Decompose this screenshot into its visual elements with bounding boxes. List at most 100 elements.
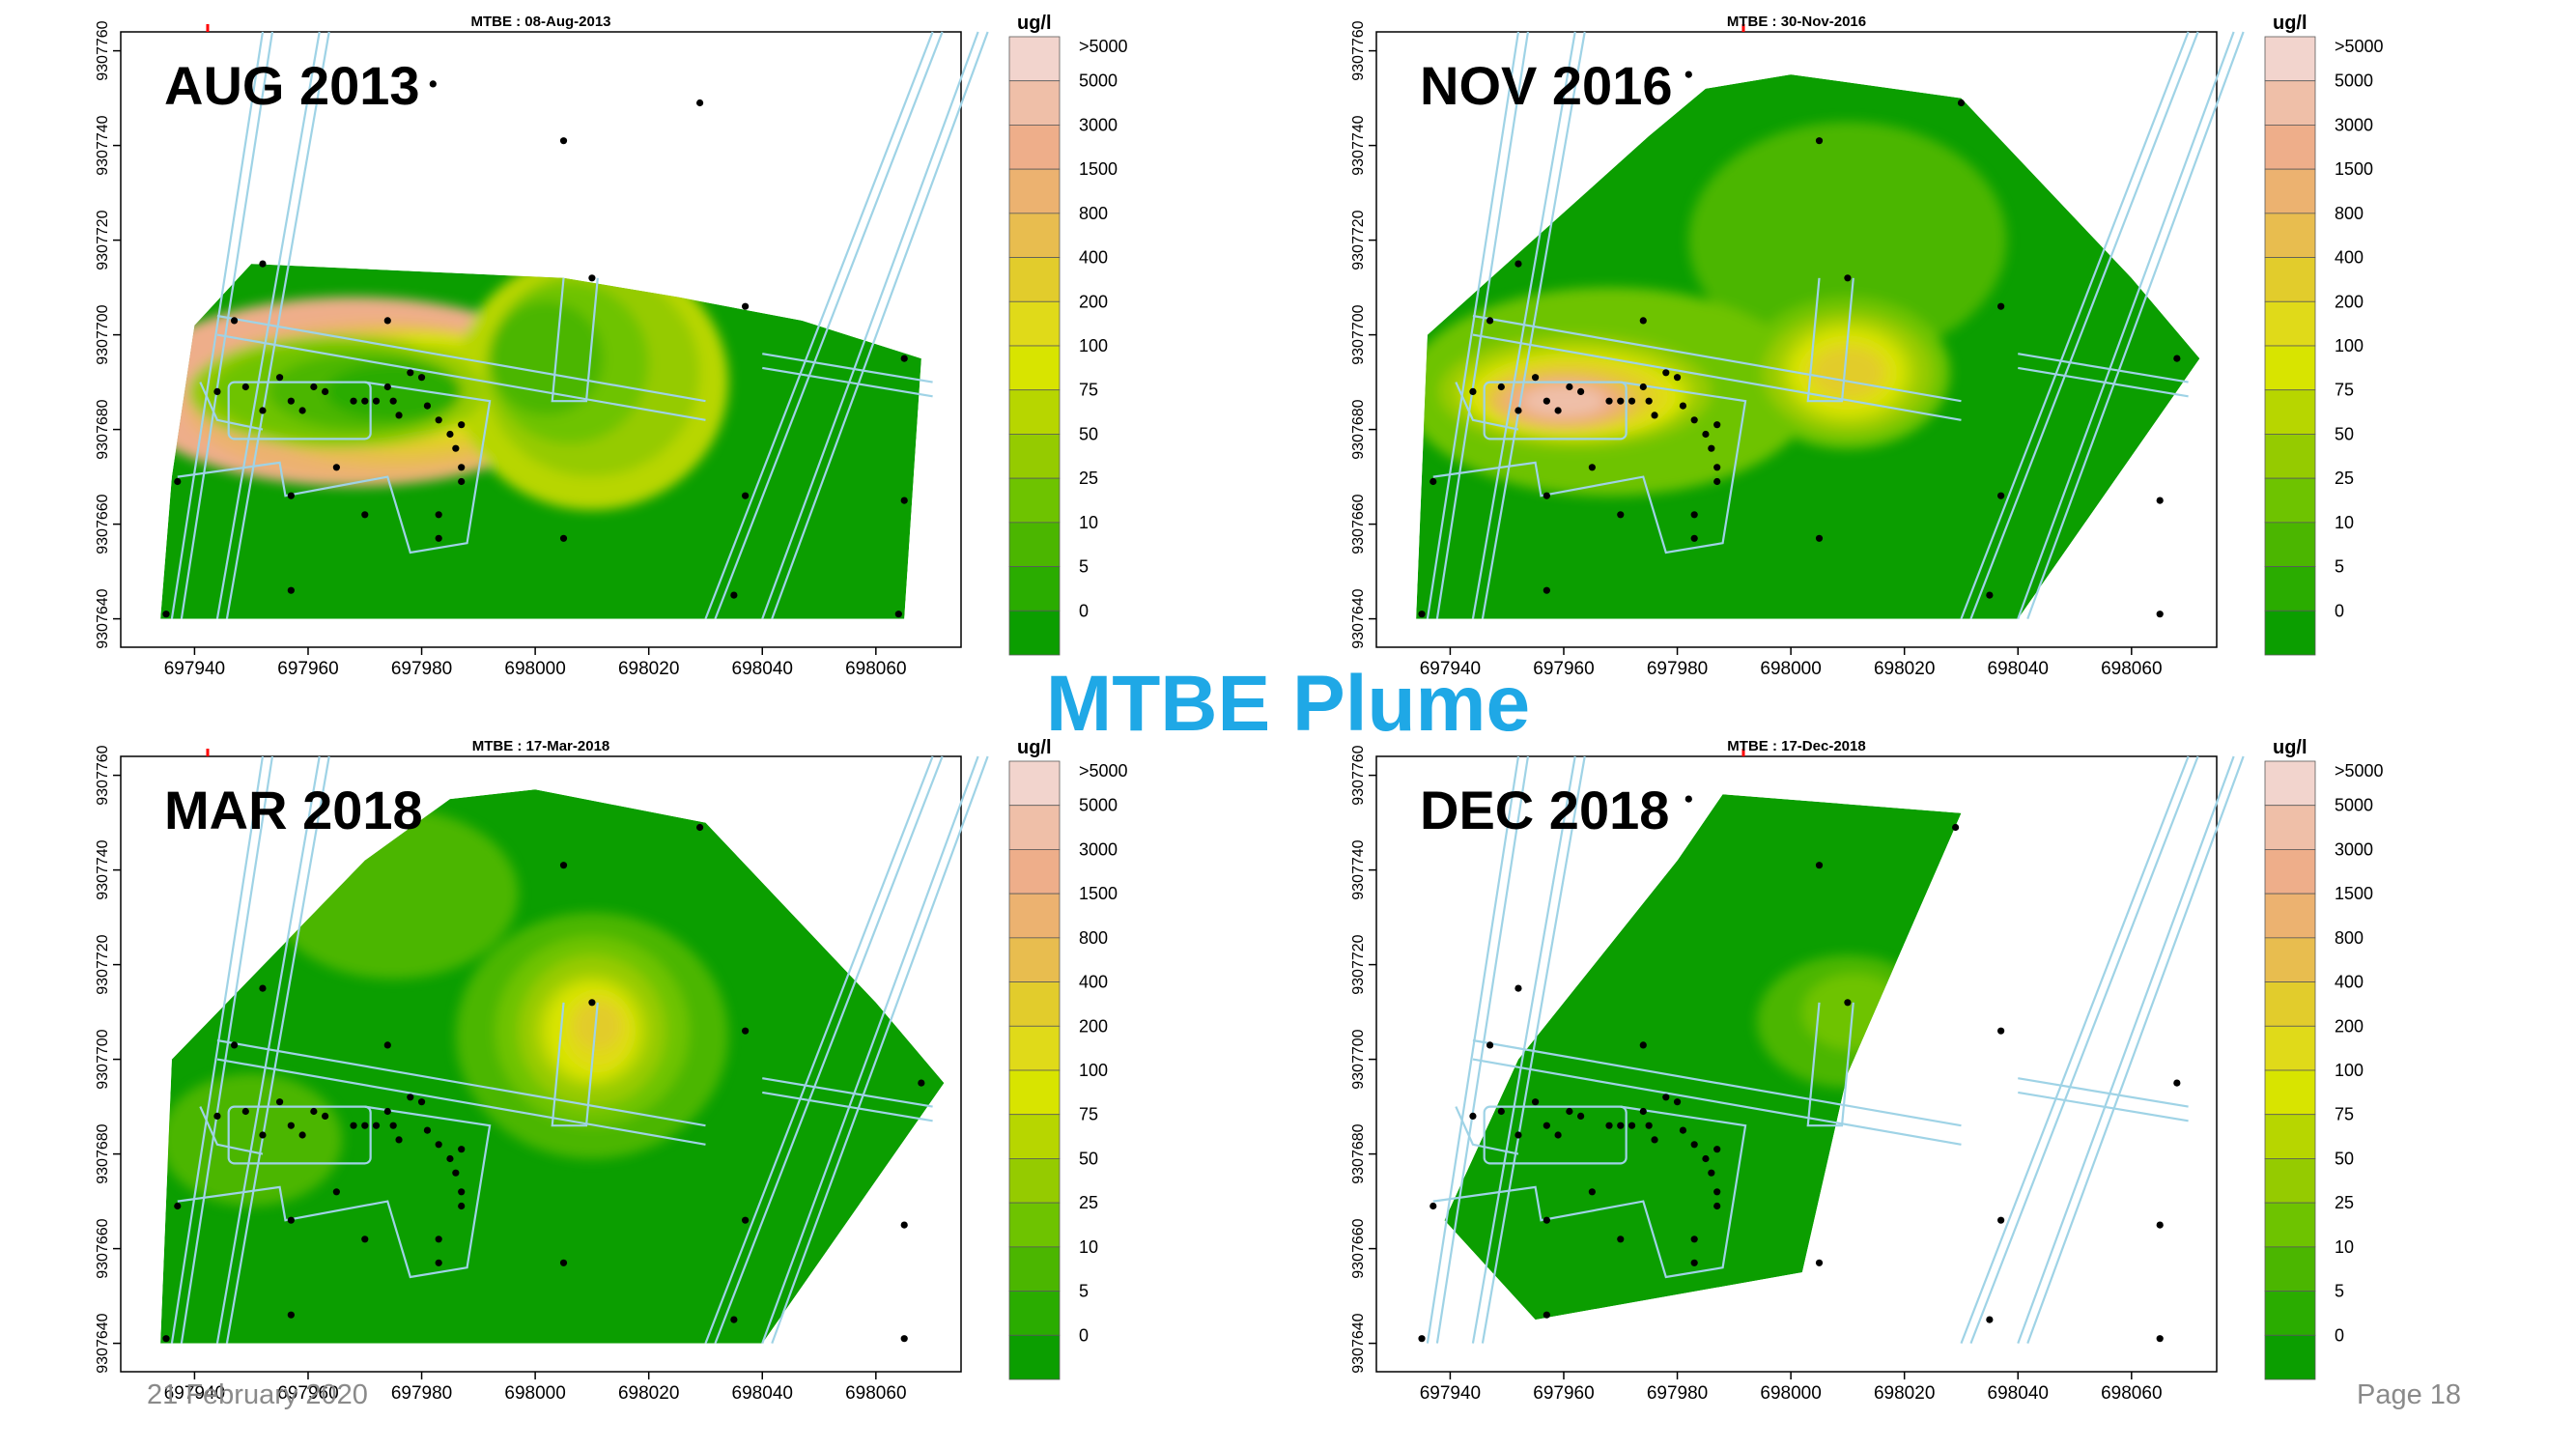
legend-swatch xyxy=(2264,849,2316,895)
y-tick-label: 9307660 xyxy=(95,494,111,554)
well-point xyxy=(458,477,466,486)
well-point xyxy=(1605,397,1613,405)
road-edge xyxy=(2026,755,2245,1344)
well-point xyxy=(458,1146,466,1153)
x-tick-label: 698060 xyxy=(845,1383,906,1399)
chart-title: MTBE : 17-Mar-2018 xyxy=(472,738,610,754)
legend-label: 1500 xyxy=(1079,884,1118,903)
site-curve xyxy=(1455,382,1519,431)
site-curve xyxy=(1455,1106,1519,1155)
well-point xyxy=(241,383,249,391)
legend-swatch xyxy=(1008,1069,1061,1116)
well-point xyxy=(2156,1221,2164,1229)
road-edge xyxy=(1969,31,2199,619)
legend-label: 50 xyxy=(1079,424,1098,443)
legend-swatch xyxy=(2264,345,2316,391)
building-outline xyxy=(227,1105,372,1165)
road-edge xyxy=(1435,31,1530,619)
x-tick-label: 697960 xyxy=(277,1383,338,1399)
legend-swatch xyxy=(2264,389,2316,435)
well-point xyxy=(1702,1154,1710,1163)
well-point xyxy=(322,387,329,395)
legend-swatch xyxy=(2264,36,2316,82)
plume-contour-14 xyxy=(325,363,462,420)
legend-label: 3000 xyxy=(1079,115,1118,134)
well-point xyxy=(230,1041,239,1049)
legend-swatch xyxy=(2264,434,2316,479)
site-layout-lines xyxy=(1426,31,2245,619)
pipe-line xyxy=(1472,333,1962,421)
monitoring-wells xyxy=(1418,71,2181,618)
well-point xyxy=(417,1098,426,1106)
well-point xyxy=(588,999,596,1007)
legend-title: ug/l xyxy=(1017,737,1052,758)
legend-label: 25 xyxy=(1079,1193,1098,1212)
well-point xyxy=(452,1169,460,1177)
legend-swatch xyxy=(2264,760,2316,807)
well-point xyxy=(1690,534,1698,542)
well-point xyxy=(458,421,466,429)
chart-title: MTBE : 30-Nov-2016 xyxy=(1727,14,1866,30)
y-tick-label: 9307680 xyxy=(95,399,111,459)
legend-swatch xyxy=(1008,125,1061,170)
well-point xyxy=(350,397,357,405)
well-point xyxy=(298,1131,306,1139)
legend-swatch xyxy=(2264,1158,2316,1204)
well-point xyxy=(389,1122,397,1129)
road-edge xyxy=(180,755,274,1344)
x-tick-label: 697960 xyxy=(277,659,338,674)
legend-label: 400 xyxy=(2335,973,2364,992)
monitoring-wells xyxy=(162,80,908,618)
well-point xyxy=(1486,317,1494,325)
well-point xyxy=(1679,402,1687,410)
pipe-line xyxy=(2018,1077,2189,1108)
well-point xyxy=(458,1202,466,1210)
legend-swatch xyxy=(1008,345,1061,391)
legend-label: 50 xyxy=(2335,424,2354,443)
plume-contour-8 xyxy=(160,1073,343,1207)
site-layout-lines xyxy=(170,755,989,1344)
road-edge xyxy=(714,755,944,1344)
well-point xyxy=(559,1259,568,1266)
road-edge xyxy=(2017,755,2235,1344)
legend-label: 50 xyxy=(1079,1149,1098,1168)
legend-label: 3000 xyxy=(1079,839,1118,859)
well-point xyxy=(259,407,267,414)
well-point xyxy=(1639,317,1647,325)
well-point xyxy=(174,1202,182,1210)
well-point xyxy=(1713,1202,1721,1210)
well-point xyxy=(435,416,442,424)
legend-swatch xyxy=(2264,566,2316,611)
well-point xyxy=(395,1136,403,1144)
well-point xyxy=(1514,260,1522,268)
legend-label: 1500 xyxy=(2335,159,2373,179)
well-point xyxy=(1673,374,1682,382)
legend-label: 5000 xyxy=(1079,71,1118,91)
well-point xyxy=(695,99,704,107)
well-point xyxy=(1639,1107,1647,1116)
well-point xyxy=(372,397,381,405)
legend-swatch xyxy=(2264,981,2316,1027)
period-label: MAR 2018 xyxy=(164,780,423,840)
y-tick-label: 9307680 xyxy=(1350,399,1367,459)
well-point xyxy=(310,1107,318,1116)
legend-label: 100 xyxy=(1079,336,1108,355)
x-tick-label: 698040 xyxy=(1988,659,2049,674)
legend-label: 400 xyxy=(2335,248,2364,268)
site-layout-lines xyxy=(1426,755,2245,1344)
x-tick-label: 697940 xyxy=(164,1383,225,1399)
legend-label: 10 xyxy=(2335,1237,2354,1257)
x-tick-label: 698000 xyxy=(504,1383,565,1399)
well-point xyxy=(429,80,437,88)
well-point xyxy=(1617,1236,1625,1243)
pipe-line xyxy=(216,314,706,403)
y-tick-label: 9307640 xyxy=(1350,588,1367,648)
pipe-line xyxy=(1472,1058,1962,1146)
legend-swatch xyxy=(2264,522,2316,567)
well-point xyxy=(1690,416,1698,424)
well-point xyxy=(1690,1141,1698,1149)
well-point xyxy=(230,317,239,325)
well-point xyxy=(1577,387,1585,395)
contour-map-svg: 697940 697960 697980 698000 698020 698040 6980… xyxy=(1350,737,2384,1399)
road-edge xyxy=(1960,31,2190,619)
